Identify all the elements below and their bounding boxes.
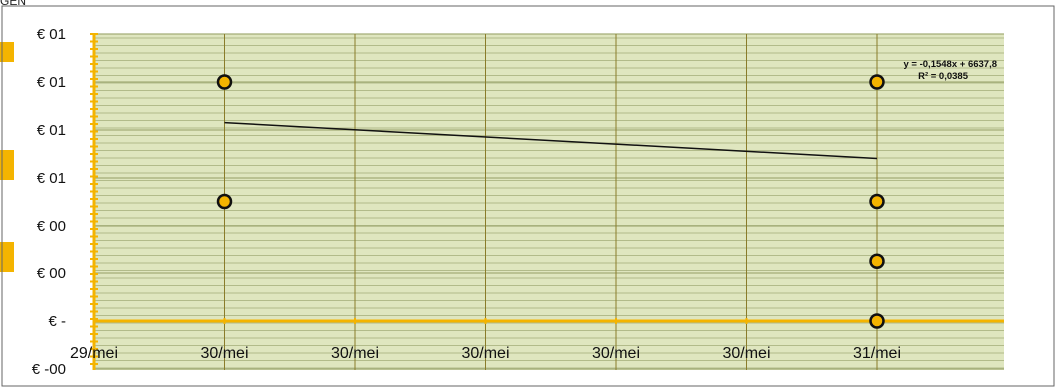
x-tick-label: 29/mei bbox=[70, 345, 118, 362]
y-tick-label: € 00 bbox=[37, 218, 66, 235]
y-tick-label: € 01 bbox=[37, 170, 66, 187]
data-point bbox=[869, 253, 885, 269]
chart-border bbox=[1, 5, 1055, 387]
x-tick-label: 30/mei bbox=[461, 345, 509, 362]
x-tick-label: 30/mei bbox=[331, 345, 379, 362]
trendline-equation: y = -0,1548x + 6637,8 bbox=[904, 59, 998, 70]
data-point bbox=[216, 74, 233, 90]
x-tick-label: 30/mei bbox=[200, 345, 248, 362]
plot-area bbox=[94, 34, 1004, 370]
data-point bbox=[869, 74, 885, 90]
data-point bbox=[869, 193, 885, 210]
data-point bbox=[869, 313, 885, 329]
x-tick-label: 30/mei bbox=[722, 345, 770, 362]
trendline-r-squared: R² = 0,0385 bbox=[918, 71, 969, 82]
trendline bbox=[224, 121, 878, 160]
y-tick-label: € 00 bbox=[37, 265, 66, 282]
side-tab-2 bbox=[0, 150, 14, 180]
y-tick-label: € 01 bbox=[37, 74, 66, 91]
y-tick-label: € -00 bbox=[32, 361, 66, 378]
data-point bbox=[216, 193, 233, 210]
side-tab-3 bbox=[0, 242, 14, 272]
y-tick-label: € 01 bbox=[37, 26, 66, 43]
header-fragment: GEN bbox=[0, 0, 27, 8]
x-tick-label: 30/mei bbox=[592, 345, 640, 362]
x-tick-label: 31/mei bbox=[853, 345, 901, 362]
y-tick-label: € - bbox=[48, 313, 66, 330]
side-tab-1 bbox=[0, 42, 14, 62]
y-tick-label: € 01 bbox=[37, 122, 66, 139]
